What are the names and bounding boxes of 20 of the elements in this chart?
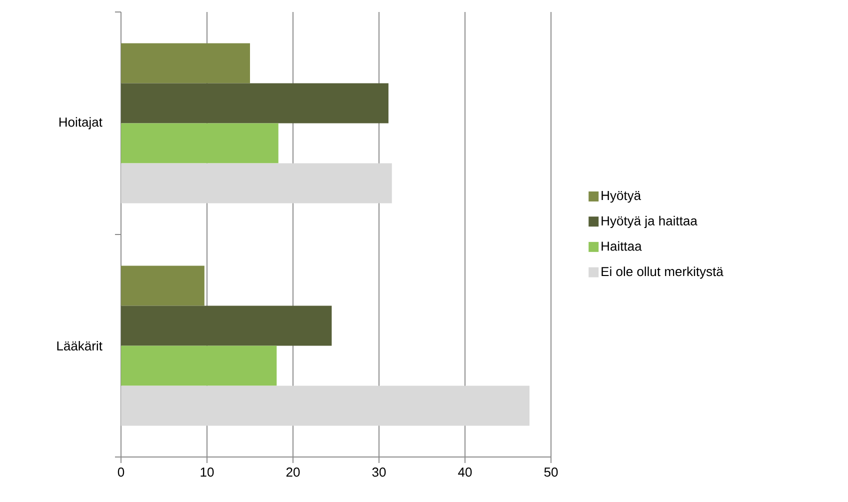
legend-label: Hyötyä: [602, 191, 642, 203]
x-tick-label: 50: [544, 468, 558, 477]
y-tick-label: Hoitajat: [59, 117, 102, 130]
bar: [121, 266, 204, 306]
bar: [121, 306, 332, 346]
bar: [121, 43, 250, 84]
y-tick-label: Lääkärit: [57, 340, 102, 351]
bar: [121, 386, 530, 426]
x-tick-label: 10: [200, 468, 214, 477]
x-tick-label: 30: [372, 468, 386, 477]
bar: [121, 163, 392, 204]
bar: [121, 83, 388, 124]
bar: [121, 346, 277, 386]
bar: [121, 123, 278, 164]
legend-label: Hyötyä ja haittaa: [602, 216, 698, 228]
x-tick-label: 0: [118, 468, 124, 477]
x-tick-label: 20: [286, 468, 300, 477]
x-tick-label: 40: [458, 468, 472, 477]
legend-label: Haittaa: [602, 241, 642, 251]
legend-label: Ei ole ollut merkitystä: [602, 266, 724, 279]
